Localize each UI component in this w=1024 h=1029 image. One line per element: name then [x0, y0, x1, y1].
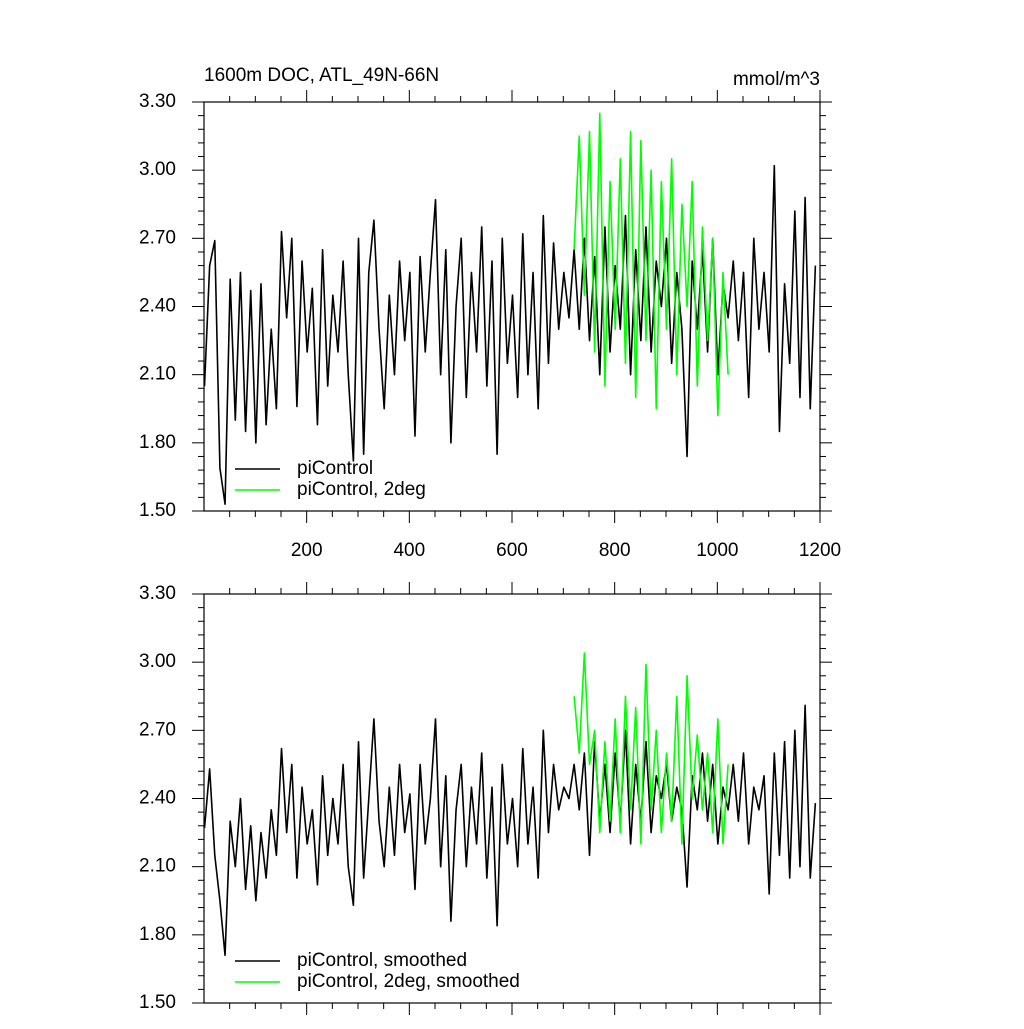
x-tick-label: 1000	[696, 540, 738, 561]
y-tick-label: 2.10	[139, 856, 176, 877]
y-tick-label: 2.70	[139, 227, 176, 248]
y-tick-label: 2.70	[139, 719, 176, 740]
legend-label: piControl, 2deg	[297, 479, 426, 500]
y-tick-label: 2.40	[139, 296, 176, 317]
chart-title: 1600m DOC, ATL_49N-66N	[204, 65, 439, 86]
y-tick-label: 3.30	[139, 91, 176, 112]
x-tick-label: 1200	[799, 540, 841, 561]
legend-label: piControl	[297, 458, 373, 479]
y-tick-label: 1.80	[139, 432, 176, 453]
legend-label: piControl, smoothed	[297, 950, 467, 971]
series-line	[573, 652, 729, 845]
x-tick-label: 400	[393, 540, 425, 561]
series-line	[573, 112, 729, 417]
x-tick-label: 200	[291, 540, 323, 561]
y-tick-label: 3.00	[139, 159, 176, 180]
y-tick-label: 2.40	[139, 788, 176, 809]
series-line	[203, 704, 817, 957]
y-tick-label: 1.50	[139, 500, 176, 521]
y-tick-label: 3.00	[139, 651, 176, 672]
x-tick-label: 800	[599, 540, 631, 561]
y-tick-label: 2.10	[139, 364, 176, 385]
series-line	[203, 164, 817, 505]
units-label: mmol/m^3	[733, 69, 820, 90]
x-tick-label: 600	[496, 540, 528, 561]
legend-label: piControl, 2deg, smoothed	[297, 971, 520, 992]
y-tick-label: 1.50	[139, 992, 176, 1013]
y-tick-label: 3.30	[139, 583, 176, 604]
y-tick-label: 1.80	[139, 924, 176, 945]
